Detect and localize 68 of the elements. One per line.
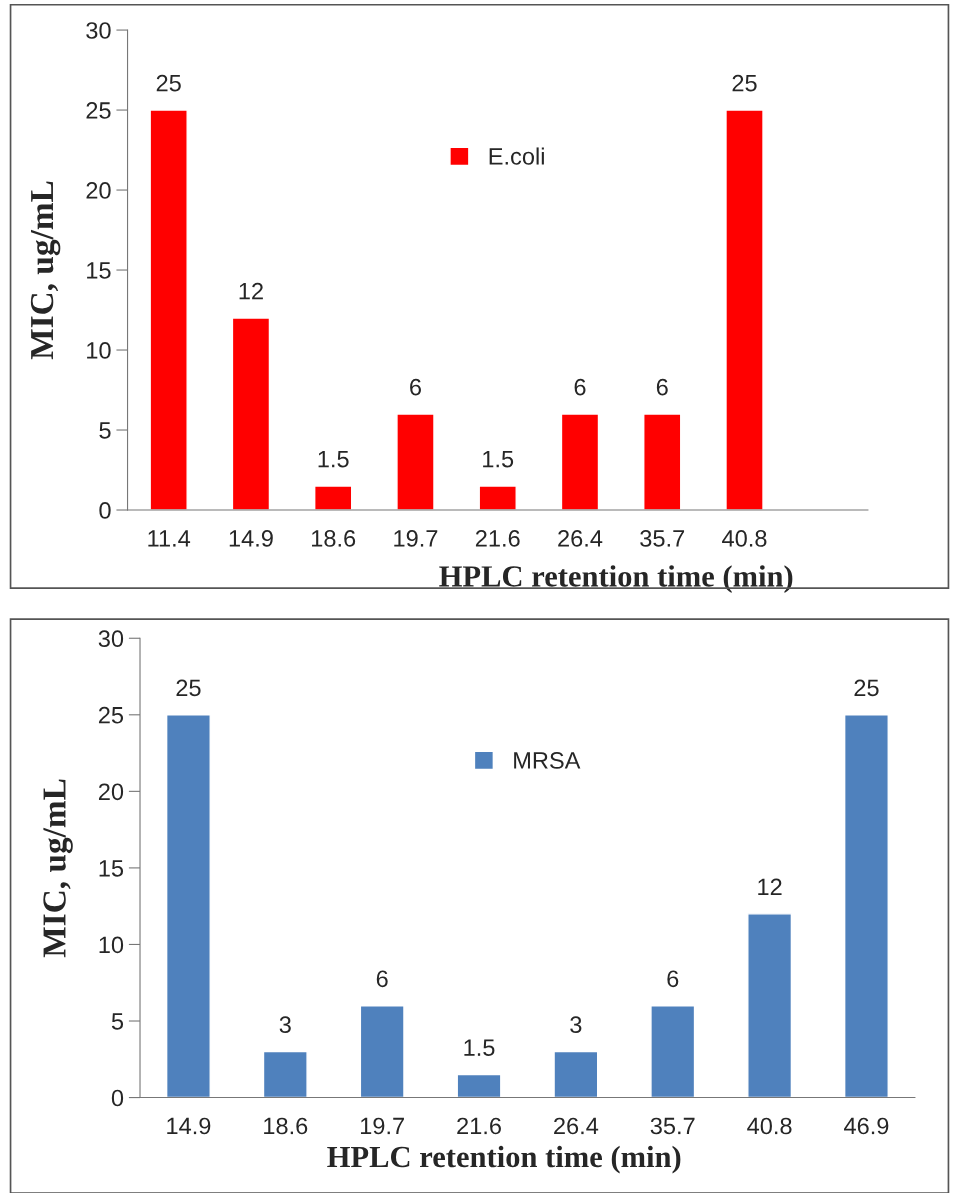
x-tick-label: 19.7 xyxy=(360,1117,404,1135)
y-tick-label: 20 xyxy=(98,783,124,801)
data-label: 6 xyxy=(574,378,586,396)
bar xyxy=(553,1050,599,1098)
y-tick-label: 15 xyxy=(99,860,124,877)
bar xyxy=(396,413,435,511)
data-label: 6 xyxy=(410,378,421,396)
x-tick-label: 46.9 xyxy=(844,1117,889,1135)
x-tick-label: 19.7 xyxy=(394,530,438,547)
x-axis-title: HPLC retention time (min) xyxy=(439,565,793,593)
y-tick-label: 5 xyxy=(111,1013,124,1030)
y-tick-label: 0 xyxy=(99,502,111,519)
data-label: 3 xyxy=(279,1016,291,1034)
x-tick-label: 21.6 xyxy=(457,1117,501,1135)
data-label: 1.5 xyxy=(483,450,514,468)
x-tick-label: 11.4 xyxy=(148,530,191,547)
data-label: 3 xyxy=(570,1016,582,1034)
bar xyxy=(478,485,517,511)
y-tick-label: 10 xyxy=(87,342,111,359)
legend-label: E.coli xyxy=(489,147,544,165)
bar xyxy=(359,1005,405,1098)
x-tick-label: 35.7 xyxy=(650,1117,695,1135)
bar xyxy=(231,317,271,511)
y-tick-label: 25 xyxy=(98,706,124,724)
bar xyxy=(560,413,600,511)
data-label: 25 xyxy=(732,74,757,92)
y-tick-label: 10 xyxy=(99,936,124,954)
data-label: 6 xyxy=(656,378,668,396)
bar xyxy=(650,1005,696,1098)
x-tick-label: 26.4 xyxy=(554,1117,599,1135)
y-tick-label: 5 xyxy=(99,422,111,439)
bar xyxy=(747,913,793,1098)
y-tick-label: 30 xyxy=(98,630,124,648)
bar xyxy=(843,714,889,1098)
bar xyxy=(456,1073,502,1098)
x-tick-label: 26.4 xyxy=(558,530,603,547)
data-label: 12 xyxy=(758,878,782,896)
data-label: 25 xyxy=(176,679,201,697)
x-axis-title: HPLC retention time (min) xyxy=(327,1145,681,1174)
x-tick-label: 40.8 xyxy=(722,530,767,547)
x-tick-label: 18.6 xyxy=(264,1117,308,1135)
y-axis-title: MIC, ug/mL xyxy=(30,181,61,360)
y-axis-title: MIC, ug/mL xyxy=(43,779,73,958)
legend-label: MRSA xyxy=(514,752,581,769)
data-label: 25 xyxy=(854,679,879,697)
y-tick-label: 15 xyxy=(87,262,111,279)
data-label: 6 xyxy=(667,970,679,988)
y-tick-label: 20 xyxy=(86,182,111,199)
bar xyxy=(725,109,764,511)
data-label: 12 xyxy=(239,282,263,300)
y-tick-label: 25 xyxy=(86,102,111,119)
data-label: 25 xyxy=(156,74,181,92)
x-tick-label: 35.7 xyxy=(640,530,685,547)
y-tick-label: 30 xyxy=(86,22,111,39)
data-label: 1.5 xyxy=(464,1039,495,1057)
x-tick-label: 14.9 xyxy=(229,530,273,547)
bar xyxy=(149,109,188,511)
bar xyxy=(643,413,682,511)
bar xyxy=(165,714,211,1098)
bar xyxy=(262,1050,308,1098)
bar xyxy=(313,485,353,511)
data-label: 6 xyxy=(376,970,388,988)
x-tick-label: 18.6 xyxy=(312,530,356,547)
x-tick-label: 40.8 xyxy=(747,1117,792,1135)
data-label: 1.5 xyxy=(318,450,349,468)
x-tick-label: 14.9 xyxy=(167,1117,211,1135)
y-tick-label: 0 xyxy=(111,1089,124,1107)
x-tick-label: 21.6 xyxy=(475,530,520,547)
